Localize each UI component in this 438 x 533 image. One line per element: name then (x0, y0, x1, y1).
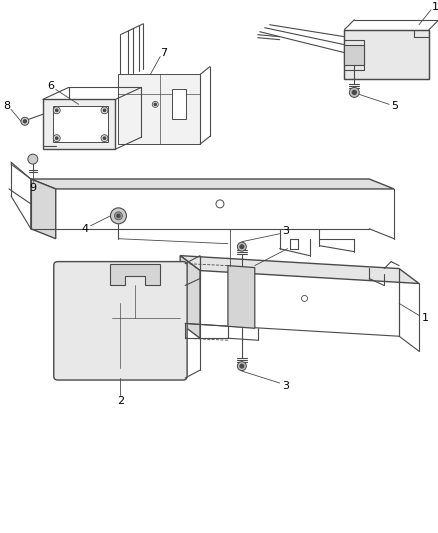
Circle shape (103, 109, 106, 111)
Circle shape (349, 87, 358, 98)
Circle shape (237, 361, 246, 370)
Polygon shape (31, 179, 393, 189)
Polygon shape (118, 75, 200, 144)
Circle shape (117, 214, 120, 217)
Circle shape (352, 91, 356, 94)
FancyBboxPatch shape (53, 262, 187, 380)
Text: 9: 9 (29, 183, 36, 193)
Circle shape (152, 101, 158, 107)
Polygon shape (56, 264, 185, 378)
Text: 4: 4 (81, 224, 88, 234)
Circle shape (101, 135, 108, 142)
Polygon shape (31, 179, 56, 239)
Text: 1: 1 (431, 2, 438, 12)
Text: 7: 7 (159, 47, 166, 58)
Polygon shape (42, 99, 115, 149)
Polygon shape (343, 30, 428, 79)
Polygon shape (53, 107, 108, 142)
Polygon shape (227, 265, 254, 328)
Text: 1: 1 (420, 313, 427, 324)
Circle shape (56, 109, 58, 111)
Text: 2: 2 (117, 396, 124, 406)
Circle shape (53, 135, 60, 142)
Circle shape (240, 365, 243, 368)
Text: 3: 3 (282, 226, 289, 236)
Circle shape (240, 245, 243, 248)
Circle shape (28, 154, 38, 164)
Circle shape (103, 137, 106, 140)
Text: 3: 3 (282, 381, 289, 391)
Circle shape (215, 200, 223, 208)
Circle shape (56, 137, 58, 140)
Polygon shape (172, 90, 186, 119)
Circle shape (237, 242, 246, 251)
Circle shape (114, 212, 122, 220)
Polygon shape (180, 256, 418, 284)
Circle shape (23, 120, 26, 123)
Polygon shape (110, 264, 160, 286)
Circle shape (53, 107, 60, 114)
Text: 5: 5 (391, 101, 398, 111)
Polygon shape (343, 45, 364, 64)
Polygon shape (180, 256, 200, 338)
Circle shape (21, 117, 29, 125)
Text: 8: 8 (4, 101, 11, 111)
Circle shape (110, 208, 126, 224)
Circle shape (154, 103, 156, 106)
Circle shape (101, 107, 108, 114)
Circle shape (301, 295, 307, 301)
Text: 6: 6 (47, 82, 54, 92)
